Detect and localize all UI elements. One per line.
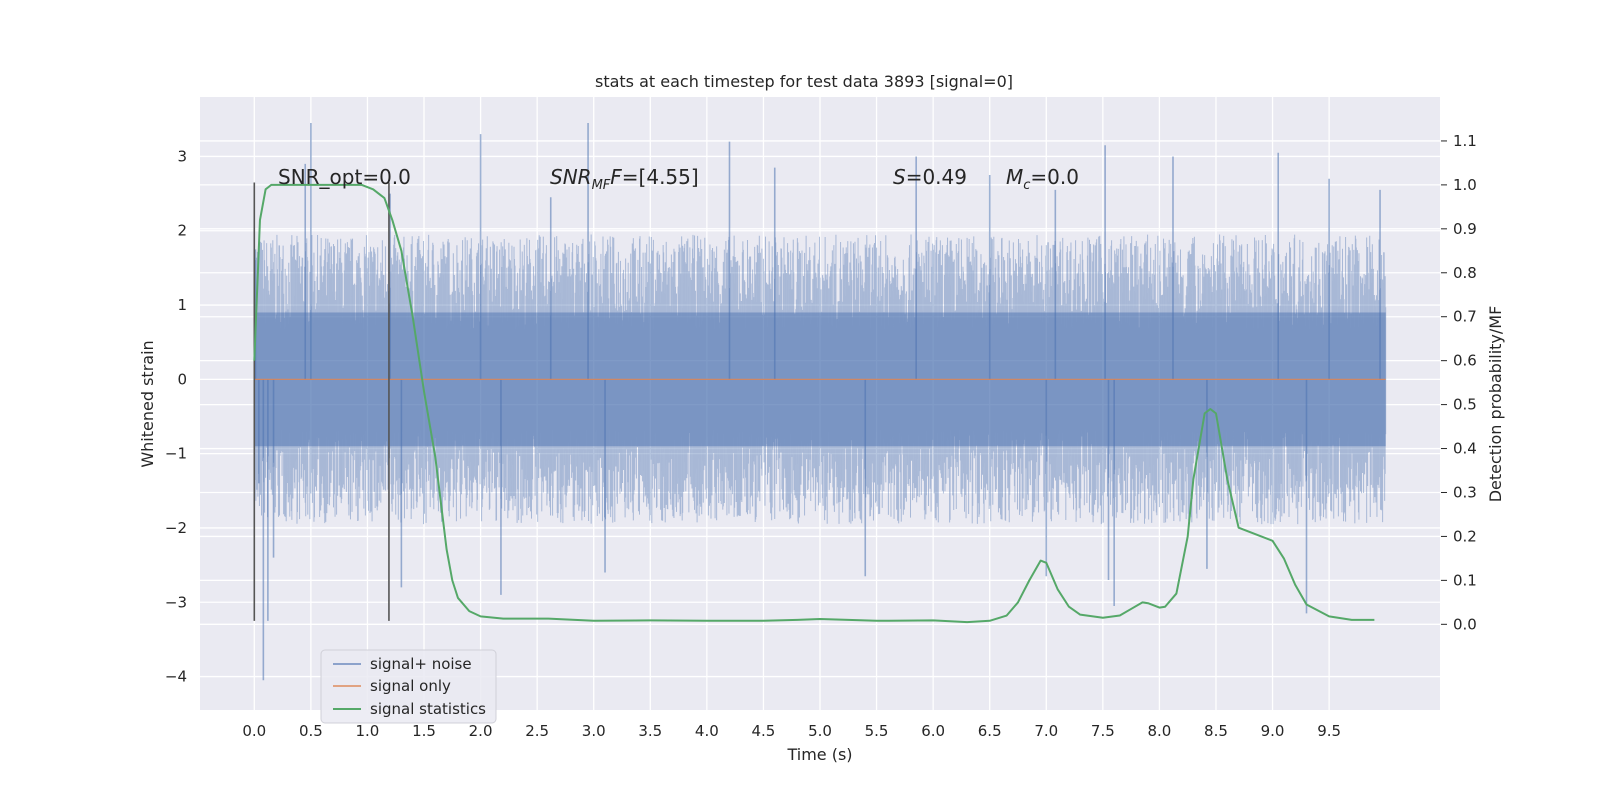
y2-tick-label: 0.9 <box>1453 220 1477 238</box>
x-tick-label: 0.0 <box>242 722 266 740</box>
x-tick-label: 1.0 <box>356 722 380 740</box>
x-tick-label: 0.5 <box>299 722 323 740</box>
annotation-snr-mf-value: =[4.55] <box>622 165 699 189</box>
x-tick-label: 6.5 <box>978 722 1002 740</box>
x-tick-label: 5.5 <box>865 722 889 740</box>
x-tick-label: 7.5 <box>1091 722 1115 740</box>
y-tick-label: 3 <box>177 147 187 165</box>
y2-tick-label: 1.0 <box>1453 176 1477 194</box>
y2-tick-label: 0.6 <box>1453 352 1477 370</box>
y-tick-label: 0 <box>177 370 187 388</box>
x-tick-label: 2.0 <box>469 722 493 740</box>
legend-label-signal-statistics: signal statistics <box>370 700 486 718</box>
x-tick-label: 6.0 <box>921 722 945 740</box>
annotation-snr-mf: SNRMFF=[4.55] <box>550 165 699 193</box>
annotation-snr-mf-f: F <box>610 165 622 189</box>
x-tick-label: 9.5 <box>1317 722 1341 740</box>
y2-tick-label: 0.0 <box>1453 615 1477 633</box>
annotation-mc: Mc=0.0 <box>1006 165 1079 193</box>
annotation-snr-mf-sub: MF <box>592 178 611 193</box>
y-tick-label: 2 <box>177 222 187 240</box>
y2-tick-label: 0.7 <box>1453 308 1477 326</box>
signal-statistics-line <box>253 183 1375 624</box>
x-tick-label: 1.5 <box>412 722 436 740</box>
y2-tick-label: 0.4 <box>1453 440 1477 458</box>
x-tick-label: 3.5 <box>638 722 662 740</box>
y2-tick-label: 0.3 <box>1453 483 1477 501</box>
chart-title: stats at each timestep for test data 389… <box>595 72 1013 91</box>
legend-label-signal-noise: signal+ noise <box>370 655 472 673</box>
annotation-snr-mf-base: SNR <box>550 165 592 189</box>
y-tick-label: −3 <box>165 593 187 611</box>
y2-tick-label: 0.1 <box>1453 571 1477 589</box>
x-axis-ticks: 0.0 0.5 1.0 1.5 2.0 2.5 3.0 3.5 4.0 4.5 5.0 5.5 6.0 6… <box>242 722 1341 740</box>
y2-tick-label: 1.1 <box>1453 132 1477 150</box>
annotation-s-label: S <box>893 165 906 189</box>
x-tick-label: 7.0 <box>1034 722 1058 740</box>
legend-label-signal-only: signal only <box>370 677 451 695</box>
x-tick-label: 8.5 <box>1204 722 1228 740</box>
x-axis-label: Time (s) <box>786 745 852 764</box>
x-tick-label: 3.0 <box>582 722 606 740</box>
annotation-mc-base: M <box>1006 165 1023 189</box>
annotation-s-value: =0.49 <box>906 165 967 189</box>
annotation-mc-sub: c <box>1023 178 1030 193</box>
y-tick-label: 1 <box>177 296 187 314</box>
x-tick-label: 4.5 <box>752 722 776 740</box>
y-tick-label: −2 <box>165 519 187 537</box>
legend: signal+ noise signal only signal statist… <box>320 649 497 724</box>
legend-frame <box>320 649 497 724</box>
x-tick-label: 8.0 <box>1147 722 1171 740</box>
x-tick-label: 9.0 <box>1261 722 1285 740</box>
vertical-markers <box>253 182 390 621</box>
y-tick-label: −4 <box>165 668 187 686</box>
y2-tick-label: 0.2 <box>1453 527 1477 545</box>
x-tick-label: 4.0 <box>695 722 719 740</box>
y2-axis-label: Detection probability/MF <box>1486 306 1505 503</box>
y-tick-label: −1 <box>165 445 187 463</box>
series-signal-statistics <box>253 183 1375 624</box>
x-tick-label: 2.5 <box>525 722 549 740</box>
x-tick-label: 5.0 <box>808 722 832 740</box>
y-axis-ticks: 3 2 1 0 −1 −2 −3 −4 <box>165 147 187 685</box>
annotation-snr-opt: SNR_opt=0.0 <box>278 165 411 189</box>
y2-tick-label: 0.5 <box>1453 396 1477 414</box>
y2-axis-ticks: 1.1 1.0 0.9 0.8 0.7 0.6 0.5 0.4 0.3 0.2 0.1 0.0 <box>1441 132 1477 633</box>
y-axis-label: Whitened strain <box>138 340 157 467</box>
annotation-s: S=0.49 <box>893 165 967 189</box>
y2-tick-label: 0.8 <box>1453 264 1477 282</box>
annotation-mc-value: =0.0 <box>1030 165 1079 189</box>
